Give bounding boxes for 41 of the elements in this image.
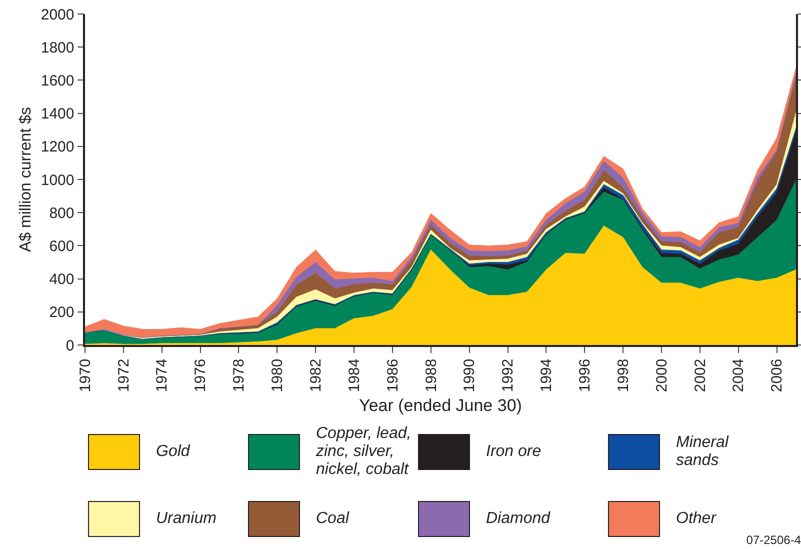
x-tick-label: 1988 — [422, 358, 440, 392]
x-tick-label: 2006 — [768, 358, 786, 392]
y-tick-label: 400 — [49, 271, 74, 288]
x-tick-label: 1976 — [192, 358, 210, 392]
x-tick-label: 1974 — [154, 358, 171, 392]
y-tick-label: 600 — [49, 238, 74, 255]
x-tick-label: 2000 — [653, 358, 670, 392]
x-tick-label: 1998 — [614, 358, 632, 392]
y-tick-label: 200 — [49, 304, 74, 322]
y-tick-label: 1000 — [40, 172, 74, 189]
y-axis-title: A$ million current $s — [17, 107, 34, 252]
x-tick-label: 2004 — [730, 358, 748, 392]
y-tick-label: 2000 — [40, 6, 74, 24]
y-tick-label: 1600 — [40, 72, 74, 90]
y-tick-label: 1400 — [40, 106, 74, 123]
x-tick-label: 1972 — [115, 358, 132, 392]
legend-label: Mineral sands — [676, 434, 730, 470]
x-tick-label: 1978 — [230, 358, 248, 392]
x-tick-label: 1984 — [346, 358, 363, 392]
y-tick-label: 1200 — [40, 138, 74, 156]
x-tick-label: 1990 — [461, 358, 478, 392]
legend-label: Uranium — [156, 510, 216, 528]
y-tick-label: 800 — [49, 204, 74, 222]
legend-label: Diamond — [486, 510, 550, 528]
legend-label: Coal — [316, 510, 349, 528]
x-tick-label: 1986 — [384, 358, 402, 392]
x-tick-label: 1980 — [269, 358, 286, 392]
x-tick-label: 1994 — [538, 358, 556, 392]
x-tick-label: 1992 — [500, 358, 517, 392]
legend-label: Gold — [156, 443, 190, 461]
x-tick-label: 1982 — [307, 358, 324, 392]
legend-label: Copper, lead, zinc, silver, nickel, cobalt — [316, 425, 412, 479]
y-tick-label: 1800 — [40, 39, 74, 56]
x-tick-label: 2002 — [692, 358, 709, 392]
x-axis-title: Year (ended June 30) — [359, 396, 522, 416]
x-tick-label: 1970 — [76, 358, 94, 392]
legend-label: Iron ore — [486, 443, 542, 461]
text: 07-2506-4 — [746, 533, 801, 547]
y-tick-label: 0 — [66, 337, 74, 354]
x-tick-label: 1996 — [576, 358, 594, 392]
legend-label: Other — [676, 510, 716, 528]
